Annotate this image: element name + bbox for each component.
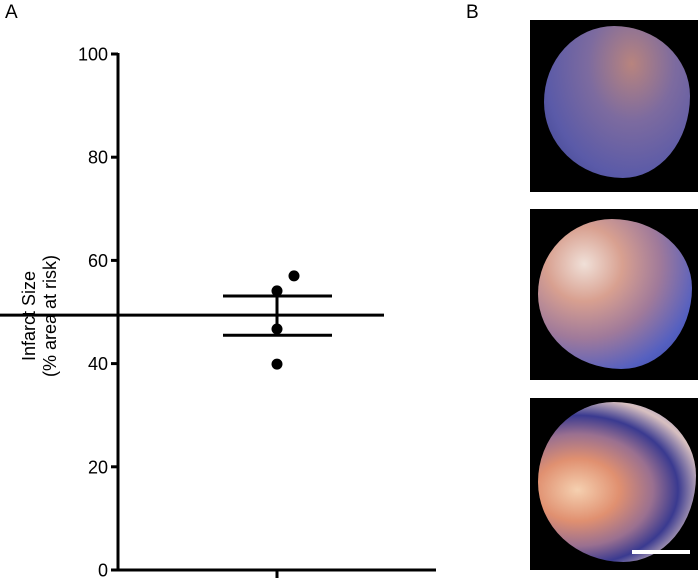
y-tick-label: 20 <box>88 457 108 477</box>
heart-photo-2 <box>530 209 698 380</box>
y-tick-label: 60 <box>88 251 108 271</box>
y-tick-label: 0 <box>98 561 108 581</box>
heart-photo-1 <box>530 20 698 192</box>
y-tick-label: 100 <box>78 45 108 65</box>
data-point <box>288 270 300 282</box>
data-point <box>271 323 283 335</box>
scale-bar <box>632 550 690 554</box>
y-tick-label: 40 <box>88 354 108 374</box>
data-point <box>271 358 283 370</box>
panel-label-b: B <box>466 2 479 23</box>
dot-plot: 0 20 40 60 80 100 <box>0 45 436 581</box>
data-point <box>271 285 283 297</box>
panel-label-a: A <box>5 2 18 23</box>
heart-photo-3 <box>530 398 698 570</box>
y-tick-label: 80 <box>88 148 108 168</box>
